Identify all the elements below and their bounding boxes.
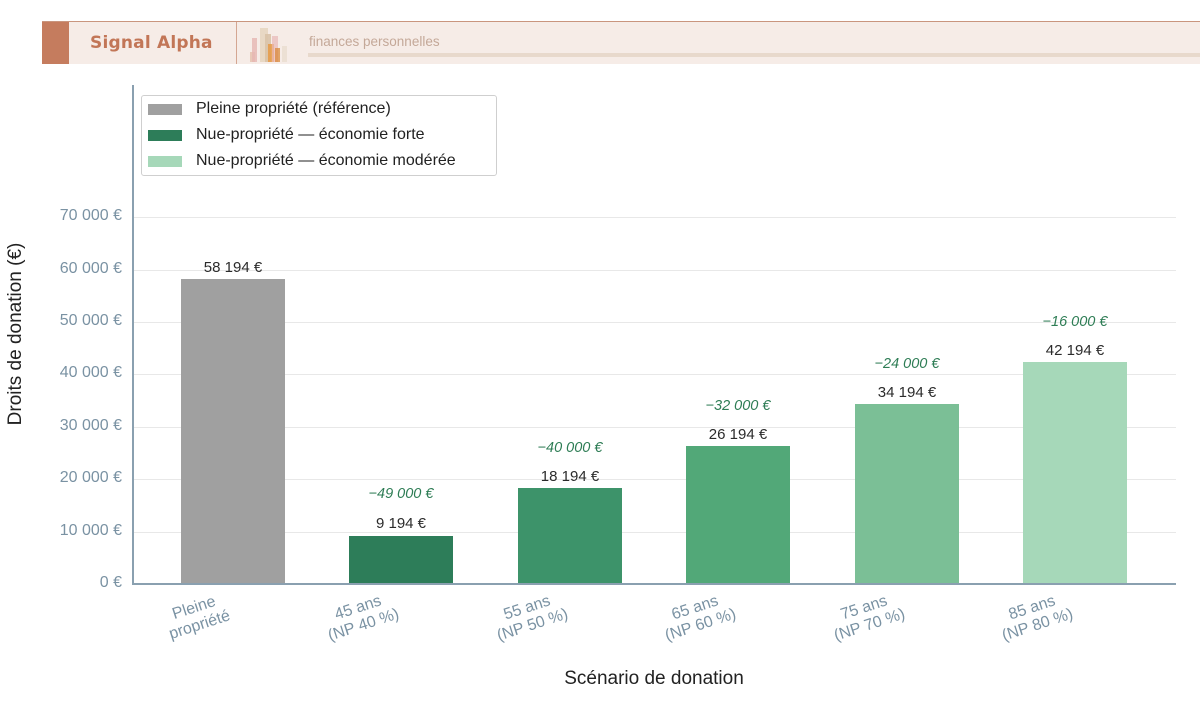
legend-label: Nue-propriété — économie modérée xyxy=(196,152,456,169)
savings-label: −32 000 € xyxy=(705,398,771,414)
banner-accent-block xyxy=(42,22,69,64)
bar-pleine-propriete[interactable] xyxy=(181,279,285,584)
bar-85-ans[interactable] xyxy=(1023,362,1127,584)
y-tick-label: 50 000 € xyxy=(59,312,122,329)
y-tick-label: 70 000 € xyxy=(59,207,122,225)
y-tick-label: 10 000 € xyxy=(59,521,122,539)
x-axis-title: Scénario de donation xyxy=(564,668,744,689)
x-tick-label: 45 ans (NP 40 %) xyxy=(298,581,423,652)
tagline-rule xyxy=(308,53,1200,57)
y-axis xyxy=(132,85,134,585)
legend-swatch xyxy=(148,129,182,141)
legend-swatch xyxy=(148,103,182,115)
gridline xyxy=(132,426,1176,428)
bar-chart-logo-icon xyxy=(250,28,287,62)
y-tick-label: 0 € xyxy=(99,574,122,591)
banner-divider xyxy=(236,22,237,64)
legend-item-economie-moderee[interactable]: Nue-propriété — économie modérée xyxy=(148,150,456,172)
x-tick-label: 85 ans (NP 80 %) xyxy=(972,581,1097,652)
legend-item-economie-forte[interactable]: Nue-propriété — économie forte xyxy=(148,124,425,146)
x-axis xyxy=(132,583,1176,585)
tagline: finances personnelles xyxy=(309,34,440,49)
bar-value-label: 58 194 € xyxy=(203,259,263,276)
header-banner: Signal Alpha finances personnelles xyxy=(42,21,1200,64)
bar-value-label: 34 194 € xyxy=(877,384,937,401)
gridline xyxy=(132,269,1176,271)
brand-name[interactable]: Signal Alpha xyxy=(90,33,213,53)
bar-value-label: 18 194 € xyxy=(540,468,600,485)
x-tick-label: Pleine propriété xyxy=(134,581,259,652)
savings-label: −24 000 € xyxy=(874,356,940,372)
gridline xyxy=(132,531,1176,533)
legend-label: Nue-propriété — économie forte xyxy=(196,126,425,143)
chart-legend: Pleine propriété (référence) Nue-proprié… xyxy=(141,95,497,176)
bar-75-ans[interactable] xyxy=(855,404,959,584)
y-axis-title: Droits de donation (€) xyxy=(5,242,26,426)
savings-label: −16 000 € xyxy=(1042,314,1108,330)
bar-45-ans[interactable] xyxy=(349,536,453,584)
bar-value-label: 26 194 € xyxy=(708,426,768,443)
x-tick-label: 55 ans (NP 50 %) xyxy=(467,581,592,652)
savings-label: −40 000 € xyxy=(537,440,603,456)
y-tick-label: 60 000 € xyxy=(59,259,122,277)
legend-swatch xyxy=(148,155,182,167)
bar-value-label: 42 194 € xyxy=(1045,342,1105,359)
y-tick-label: 20 000 € xyxy=(59,469,122,487)
gridline xyxy=(132,374,1176,376)
y-tick-label: 40 000 € xyxy=(59,364,122,382)
legend-label: Pleine propriété (référence) xyxy=(196,100,391,117)
bar-value-label: 9 194 € xyxy=(375,515,427,532)
gridline xyxy=(132,322,1176,323)
savings-label: −49 000 € xyxy=(368,486,434,502)
gridline xyxy=(132,479,1176,481)
legend-item-pleine-propriete[interactable]: Pleine propriété (référence) xyxy=(148,98,391,120)
x-tick-label: 75 ans (NP 70 %) xyxy=(804,581,929,652)
y-tick-label: 30 000 € xyxy=(59,416,122,434)
donation-bar-chart: 0 € 10 000 € 20 000 € 30 000 € 40 000 € … xyxy=(0,70,1200,721)
gridline xyxy=(132,217,1176,219)
x-tick-label: 65 ans (NP 60 %) xyxy=(635,581,760,652)
bar-65-ans[interactable] xyxy=(686,446,790,584)
bar-55-ans[interactable] xyxy=(518,488,622,584)
